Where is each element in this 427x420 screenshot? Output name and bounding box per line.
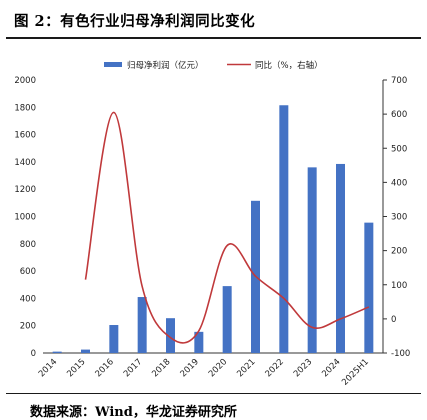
bar	[166, 318, 175, 353]
bar	[194, 331, 204, 353]
yoy-line-series	[84, 111, 370, 344]
x-tick-label: 2023	[292, 357, 314, 379]
bar	[222, 286, 232, 353]
right-tick-label: 300	[391, 213, 407, 223]
left-axis-ticks: 0 200 400 600 800 1000 1200 1400 1600 1800 2000	[14, 76, 36, 359]
bar	[52, 351, 62, 353]
x-tick-label: 2018	[150, 357, 172, 379]
legend-bar-swatch	[104, 62, 122, 67]
bar	[81, 349, 90, 353]
left-tick-label: 0	[31, 349, 36, 359]
bar	[109, 325, 119, 353]
left-tick-label: 1400	[14, 158, 36, 168]
right-axis-ticks: -100 0 100 200 300 400 500 600 700	[382, 76, 410, 359]
x-tick-label: 2016	[94, 357, 116, 379]
right-tick-label: 200	[391, 247, 407, 257]
bar	[364, 222, 374, 353]
right-tick-label: 100	[391, 281, 407, 291]
bar	[307, 167, 317, 353]
left-tick-label: 200	[20, 322, 36, 332]
x-axis-ticks: 2014 2015 2016 2017 2018 2019 2020 2021 2022 2023…	[37, 357, 371, 388]
x-tick-label: 2022	[264, 357, 286, 379]
x-tick-label: 2015	[65, 357, 87, 379]
bar	[137, 297, 147, 353]
x-tick-label: 2020	[207, 357, 229, 379]
right-tick-label: 600	[391, 110, 407, 120]
bar-series	[52, 105, 374, 353]
right-tick-label: 500	[391, 144, 407, 154]
title-rule	[6, 37, 421, 39]
bar	[279, 105, 289, 353]
left-tick-label: 600	[20, 267, 36, 277]
right-tick-label: 400	[391, 178, 407, 188]
x-tick-label: 2025H1	[340, 357, 371, 388]
left-tick-label: 1000	[14, 213, 36, 223]
right-tick-label: 0	[391, 315, 396, 325]
x-tick-label: 2014	[37, 357, 59, 379]
right-tick-label: -100	[391, 349, 410, 359]
left-tick-label: 2000	[14, 76, 36, 86]
x-tick-label: 2021	[235, 357, 257, 379]
left-tick-label: 800	[20, 240, 36, 250]
figure-title: 图 2：有色行业归母净利润同比变化	[14, 13, 256, 30]
source-note: 数据来源：Wind，华龙证券研究所	[30, 405, 237, 420]
left-tick-label: 1600	[14, 131, 36, 141]
bar	[336, 163, 345, 353]
x-tick-label: 2024	[320, 357, 342, 379]
x-tick-label: 2017	[122, 357, 144, 379]
left-tick-label: 1800	[14, 103, 36, 113]
x-tick-label: 2019	[179, 357, 201, 379]
legend: 归母净利润（亿元） 同比（%，右轴）	[104, 60, 323, 71]
legend-line-label: 同比（%，右轴）	[255, 60, 323, 71]
left-tick-label: 400	[20, 294, 36, 304]
source-rule	[6, 393, 421, 394]
left-tick-label: 1200	[14, 185, 36, 195]
right-tick-label: 700	[391, 76, 407, 86]
legend-bar-label: 归母净利润（亿元）	[127, 60, 204, 71]
